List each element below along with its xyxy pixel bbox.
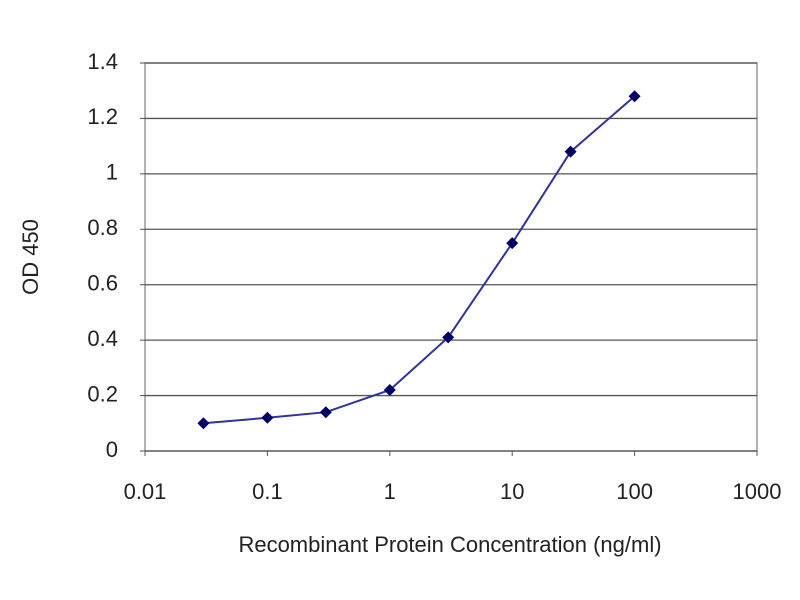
data-point [628, 90, 641, 103]
data-point [564, 145, 577, 158]
data-point [319, 406, 332, 419]
y-tick-label: 0.4 [87, 326, 118, 351]
data-point [261, 411, 274, 424]
y-tick-label: 0.6 [87, 271, 118, 296]
data-line [203, 95, 636, 425]
y-axis-label: OD 450 [18, 219, 43, 295]
data-point [506, 237, 519, 250]
data-point [383, 384, 396, 397]
data-point [197, 417, 210, 430]
plot-area [144, 62, 758, 452]
y-tick-label: 0 [106, 437, 118, 462]
x-tick-label: 100 [616, 479, 653, 504]
x-tick-label: 1 [384, 479, 396, 504]
y-tick-label: 1 [106, 160, 118, 185]
y-tick-label: 0.2 [87, 381, 118, 406]
x-tick-label: 0.1 [252, 479, 283, 504]
x-axis-label: Recombinant Protein Concentration (ng/ml… [238, 532, 661, 557]
y-tick-label: 1.4 [87, 49, 118, 74]
x-tick-label: 10 [500, 479, 524, 504]
data-point [442, 331, 455, 344]
x-tick-label: 1000 [733, 479, 782, 504]
x-tick-label: 0.01 [124, 479, 167, 504]
y-tick-label: 1.2 [87, 104, 118, 129]
y-tick-label: 0.8 [87, 215, 118, 240]
